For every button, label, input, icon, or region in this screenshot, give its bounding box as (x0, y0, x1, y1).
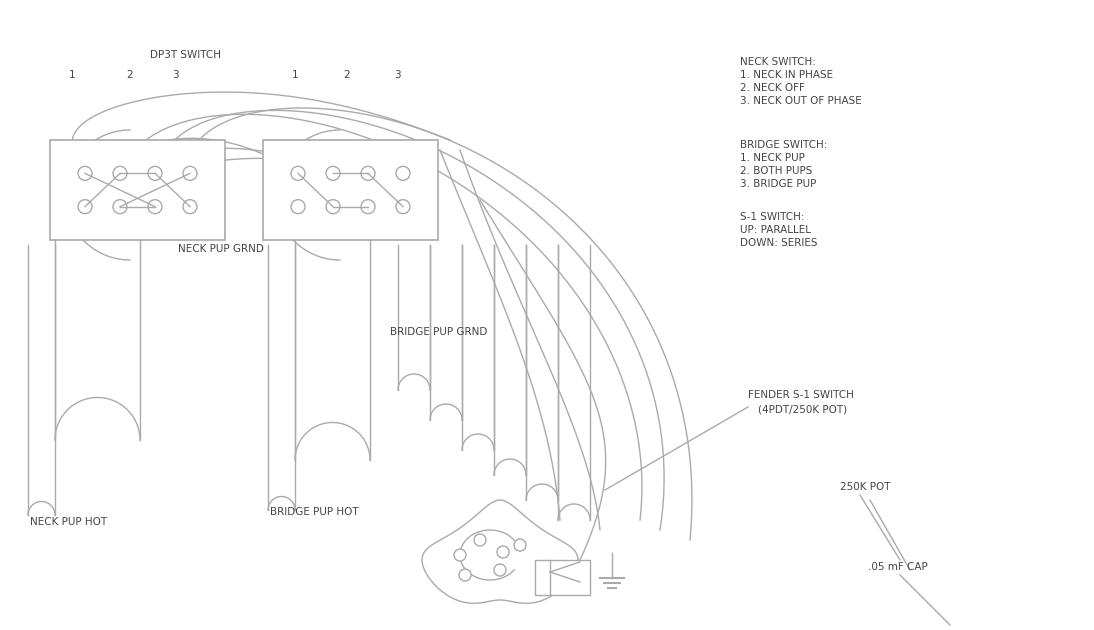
Circle shape (361, 166, 375, 180)
Circle shape (148, 200, 162, 214)
Text: BRIDGE PUP GRND: BRIDGE PUP GRND (389, 327, 487, 337)
Circle shape (494, 564, 507, 576)
Bar (263, 140, 438, 240)
Text: 3. BRIDGE PUP: 3. BRIDGE PUP (740, 179, 816, 189)
Text: 250K POT: 250K POT (840, 482, 891, 492)
Text: S-1 SWITCH:: S-1 SWITCH: (740, 212, 804, 222)
Circle shape (291, 166, 305, 180)
Circle shape (396, 166, 410, 180)
Circle shape (148, 166, 162, 180)
Text: 2: 2 (127, 70, 133, 80)
Text: FENDER S-1 SWITCH: FENDER S-1 SWITCH (748, 390, 854, 400)
Circle shape (78, 200, 92, 214)
Circle shape (474, 534, 486, 546)
Text: 2. BOTH PUPS: 2. BOTH PUPS (740, 166, 813, 176)
Text: DOWN: SERIES: DOWN: SERIES (740, 238, 817, 248)
Circle shape (183, 166, 197, 180)
Circle shape (497, 546, 509, 558)
Circle shape (326, 200, 340, 214)
Text: BRIDGE PUP HOT: BRIDGE PUP HOT (270, 507, 359, 517)
Circle shape (113, 200, 127, 214)
Bar (50, 140, 225, 240)
Circle shape (291, 200, 305, 214)
Circle shape (78, 166, 92, 180)
Text: 3. NECK OUT OF PHASE: 3. NECK OUT OF PHASE (740, 96, 862, 106)
Text: 2. NECK OFF: 2. NECK OFF (740, 83, 805, 93)
Text: (4PDT/250K POT): (4PDT/250K POT) (758, 405, 847, 415)
Text: 1. NECK PUP: 1. NECK PUP (740, 153, 805, 163)
Circle shape (454, 549, 466, 561)
Text: 3: 3 (394, 70, 400, 80)
Circle shape (113, 166, 127, 180)
Text: 1: 1 (292, 70, 299, 80)
Bar (535, 560, 590, 595)
Text: BRIDGE SWITCH:: BRIDGE SWITCH: (740, 140, 827, 150)
Circle shape (514, 539, 526, 551)
Circle shape (459, 569, 472, 581)
Text: NECK PUP HOT: NECK PUP HOT (30, 517, 107, 527)
Text: NECK PUP GRND: NECK PUP GRND (178, 244, 264, 254)
Text: 2: 2 (344, 70, 350, 80)
Text: .05 mF CAP: .05 mF CAP (868, 562, 928, 572)
Text: 3: 3 (172, 70, 178, 80)
Text: NECK SWITCH:: NECK SWITCH: (740, 57, 816, 67)
Circle shape (326, 166, 340, 180)
Text: 1. NECK IN PHASE: 1. NECK IN PHASE (740, 70, 834, 80)
Text: 1: 1 (69, 70, 75, 80)
Circle shape (361, 200, 375, 214)
Text: DP3T SWITCH: DP3T SWITCH (150, 50, 221, 60)
Circle shape (396, 200, 410, 214)
Circle shape (183, 200, 197, 214)
Text: UP: PARALLEL: UP: PARALLEL (740, 225, 811, 235)
